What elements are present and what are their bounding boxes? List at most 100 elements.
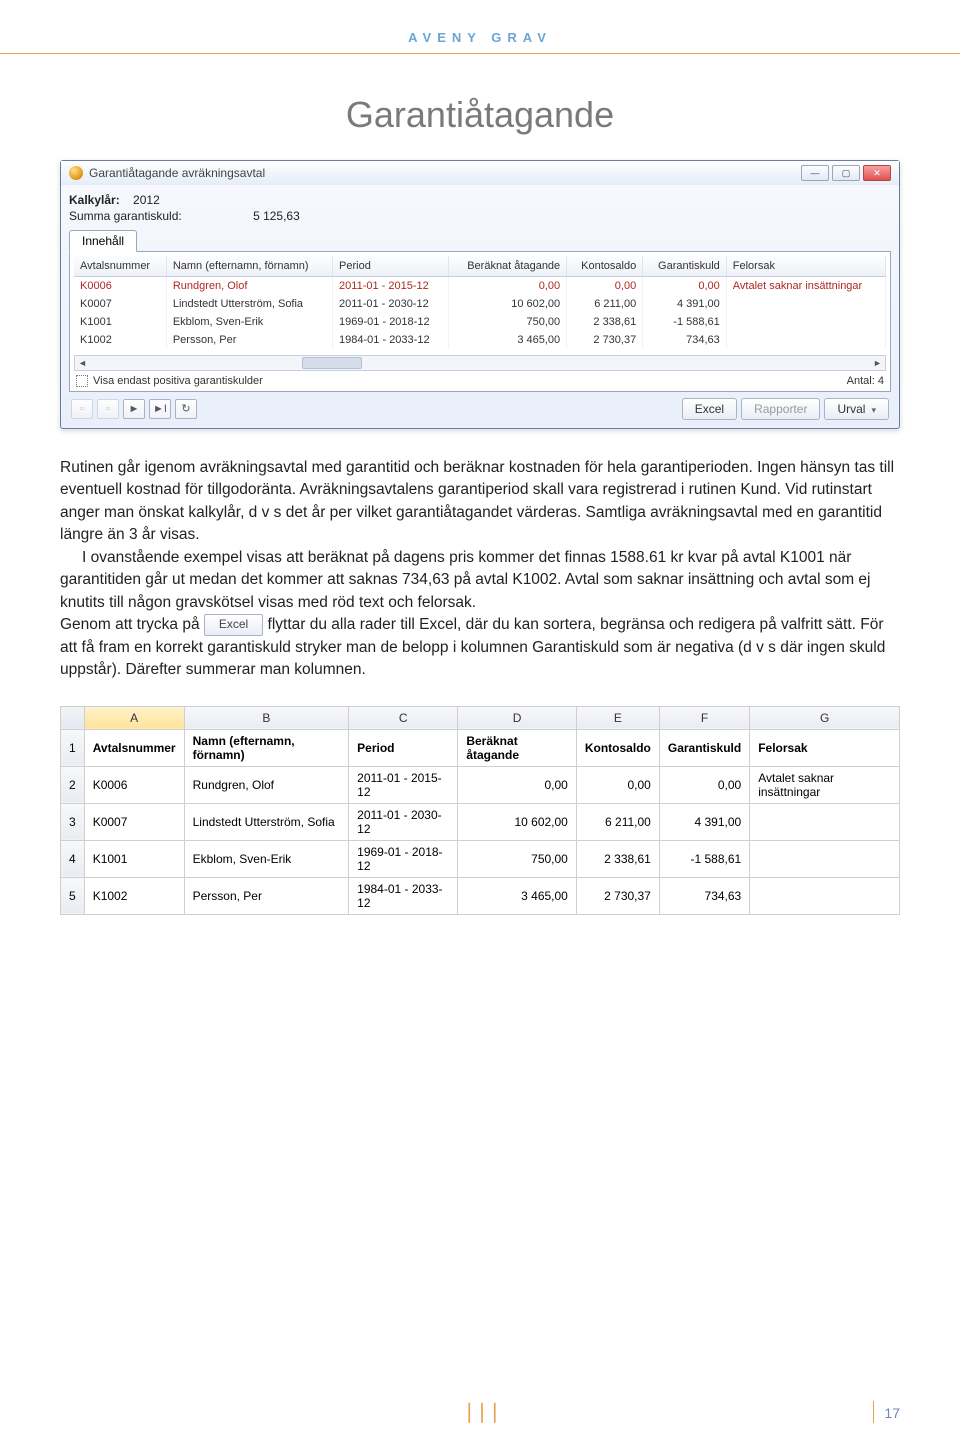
excel-col-header[interactable]: G [750, 706, 900, 729]
cell: Lindstedt Utterström, Sofia [166, 295, 332, 313]
table-row[interactable]: K1002Persson, Per1984-01 - 2033-123 465,… [74, 331, 886, 349]
tab-body: Avtalsnummer Namn (efternamn, förnamn) P… [69, 251, 891, 392]
nav-last-button[interactable]: ►I [149, 399, 171, 419]
excel-cell[interactable]: 0,00 [458, 766, 577, 803]
excel-col-header[interactable]: B [184, 706, 349, 729]
cell: 0,00 [643, 277, 727, 296]
excel-cell[interactable]: Ekblom, Sven-Erik [184, 840, 349, 877]
excel-cell[interactable] [750, 840, 900, 877]
footer: ❘❘❘ 17 [60, 1399, 900, 1424]
data-grid: Avtalsnummer Namn (efternamn, förnamn) P… [74, 256, 886, 349]
excel-cell[interactable]: 2 730,37 [576, 877, 659, 914]
excel-cell[interactable]: K0007 [84, 803, 184, 840]
summa-label: Summa garantiskuld: [69, 209, 182, 223]
scroll-right-icon[interactable]: ► [870, 356, 885, 370]
p3-prefix: Genom att trycka på [60, 616, 204, 633]
close-button[interactable]: ✕ [863, 165, 891, 181]
excel-corner[interactable] [61, 706, 85, 729]
excel-cell[interactable]: 750,00 [458, 840, 577, 877]
nav-prev-button[interactable]: ▫ [97, 399, 119, 419]
excel-col-header[interactable]: E [576, 706, 659, 729]
excel-table: ABCDEFG 1AvtalsnummerNamn (efternamn, fö… [60, 706, 900, 915]
brand-header: AVENY GRAV [60, 30, 900, 45]
minimize-button[interactable]: — [801, 165, 829, 181]
col-period[interactable]: Period [333, 256, 449, 277]
excel-cell[interactable]: Avtalsnummer [84, 729, 184, 766]
titlebar: Garantiåtagande avräkningsavtal — ▢ ✕ [61, 161, 899, 185]
excel-cell[interactable]: 0,00 [659, 766, 749, 803]
excel-cell[interactable]: Kontosaldo [576, 729, 659, 766]
excel-col-header[interactable]: F [659, 706, 749, 729]
horizontal-scrollbar[interactable]: ◄ ► [74, 355, 886, 371]
excel-row-header[interactable]: 1 [61, 729, 85, 766]
excel-row-header[interactable]: 4 [61, 840, 85, 877]
excel-button[interactable]: Excel [682, 398, 737, 420]
excel-cell[interactable]: 2011-01 - 2030-12 [349, 803, 458, 840]
excel-col-header[interactable]: D [458, 706, 577, 729]
excel-cell[interactable]: -1 588,61 [659, 840, 749, 877]
kalkyl-value: 2012 [133, 193, 160, 207]
window-title: Garantiåtagande avräkningsavtal [89, 166, 265, 180]
summa-value: 5 125,63 [253, 209, 300, 223]
cell: Rundgren, Olof [166, 277, 332, 296]
excel-cell[interactable]: K1002 [84, 877, 184, 914]
excel-cell[interactable]: 3 465,00 [458, 877, 577, 914]
checkbox-positiva[interactable] [76, 375, 88, 387]
col-kontosaldo[interactable]: Kontosaldo [567, 256, 643, 277]
excel-cell[interactable]: 2011-01 - 2015-12 [349, 766, 458, 803]
excel-cell[interactable]: 4 391,00 [659, 803, 749, 840]
nav-first-button[interactable]: ▫ [71, 399, 93, 419]
count-label: Antal: [847, 375, 875, 387]
col-felorsak[interactable]: Felorsak [726, 256, 885, 277]
excel-cell[interactable]: Lindstedt Utterström, Sofia [184, 803, 349, 840]
excel-col-header[interactable]: C [349, 706, 458, 729]
excel-cell[interactable]: 2 338,61 [576, 840, 659, 877]
maximize-button[interactable]: ▢ [832, 165, 860, 181]
excel-cell[interactable]: 734,63 [659, 877, 749, 914]
excel-cell[interactable]: 1969-01 - 2018-12 [349, 840, 458, 877]
cell: K1002 [74, 331, 166, 349]
excel-inline-button: Excel [204, 614, 263, 635]
scroll-thumb[interactable] [302, 357, 362, 369]
urval-button[interactable]: Urval [824, 398, 889, 420]
excel-col-header[interactable]: A [84, 706, 184, 729]
excel-cell[interactable] [750, 803, 900, 840]
excel-row-header[interactable]: 5 [61, 877, 85, 914]
excel-cell[interactable]: Period [349, 729, 458, 766]
col-avtalsnummer[interactable]: Avtalsnummer [74, 256, 166, 277]
page-number: 17 [873, 1401, 900, 1423]
excel-cell[interactable]: Beräknat åtagande [458, 729, 577, 766]
table-row[interactable]: K0006Rundgren, Olof2011-01 - 2015-120,00… [74, 277, 886, 296]
excel-cell[interactable] [750, 877, 900, 914]
excel-cell[interactable]: 1984-01 - 2033-12 [349, 877, 458, 914]
col-namn[interactable]: Namn (efternamn, förnamn) [166, 256, 332, 277]
col-garantiskuld[interactable]: Garantiskuld [643, 256, 727, 277]
cell [726, 313, 885, 331]
scroll-left-icon[interactable]: ◄ [75, 356, 90, 370]
col-beraknat[interactable]: Beräknat åtagande [448, 256, 566, 277]
rapporter-button[interactable]: Rapporter [741, 398, 820, 420]
excel-cell[interactable]: 10 602,00 [458, 803, 577, 840]
table-row[interactable]: K1001Ekblom, Sven-Erik1969-01 - 2018-127… [74, 313, 886, 331]
excel-cell[interactable]: 6 211,00 [576, 803, 659, 840]
cell: 750,00 [448, 313, 566, 331]
excel-cell[interactable]: K0006 [84, 766, 184, 803]
excel-cell[interactable]: K1001 [84, 840, 184, 877]
excel-cell[interactable]: 0,00 [576, 766, 659, 803]
summa-row: Summa garantiskuld: 5 125,63 [69, 209, 891, 223]
cell: 734,63 [643, 331, 727, 349]
cell: 1984-01 - 2033-12 [333, 331, 449, 349]
excel-row-header[interactable]: 3 [61, 803, 85, 840]
excel-cell[interactable]: Avtalet saknar insättningar [750, 766, 900, 803]
table-row[interactable]: K0007Lindstedt Utterström, Sofia2011-01 … [74, 295, 886, 313]
excel-cell[interactable]: Felorsak [750, 729, 900, 766]
refresh-button[interactable]: ↻ [175, 399, 197, 419]
excel-cell[interactable]: Namn (efternamn, förnamn) [184, 729, 349, 766]
excel-cell[interactable]: Garantiskuld [659, 729, 749, 766]
tab-innehall[interactable]: Innehåll [69, 230, 137, 252]
excel-cell[interactable]: Persson, Per [184, 877, 349, 914]
excel-cell[interactable]: Rundgren, Olof [184, 766, 349, 803]
excel-row-header[interactable]: 2 [61, 766, 85, 803]
divider [0, 53, 960, 54]
nav-next-button[interactable]: ► [123, 399, 145, 419]
